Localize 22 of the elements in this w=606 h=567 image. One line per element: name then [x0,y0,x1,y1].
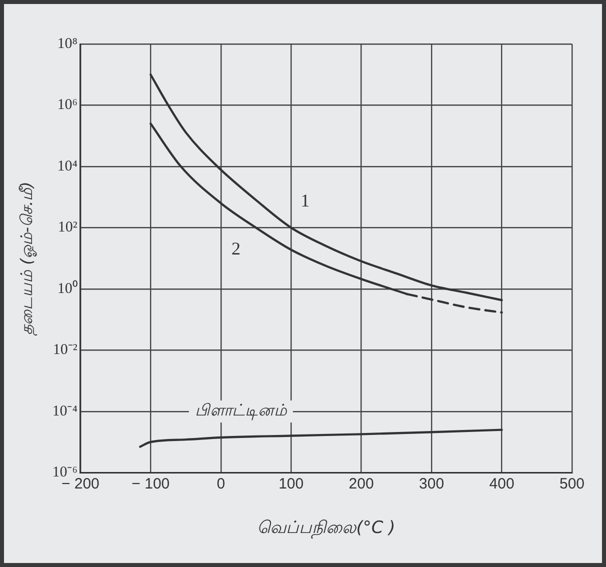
y-tick-label: 10⁸ [57,36,78,52]
x-tick-label: 100 [278,476,304,493]
line-series [150,74,503,302]
y-axis-title: தடையம் (ஓம்-செ.மீ) [16,182,38,336]
x-tick-label: 200 [348,476,374,493]
x-tick-label: 400 [489,476,514,493]
x-axis-title: வெப்பநிலை(°C ) [257,518,396,540]
x-tick-label: 500 [559,476,585,493]
y-tick-label: 10⁻⁴ [52,403,78,420]
x-tick-label: − 200 [61,476,100,493]
x-tick-label: 300 [419,476,444,493]
y-tick-label: 10² [58,220,78,236]
y-tick-label: 10⁴ [57,158,78,174]
series-label: 1 [300,190,310,210]
series-label: 2 [231,238,240,258]
y-tick-label: 10⁻² [52,342,78,358]
x-tick-label: − 100 [132,476,170,493]
y-tick-label: 10⁶ [57,97,78,114]
x-tick-label: 0 [216,476,226,493]
series-label: பிளாட்டினம் [194,400,288,421]
y-tick-label: 10⁰ [57,280,78,297]
line-series [139,428,503,448]
